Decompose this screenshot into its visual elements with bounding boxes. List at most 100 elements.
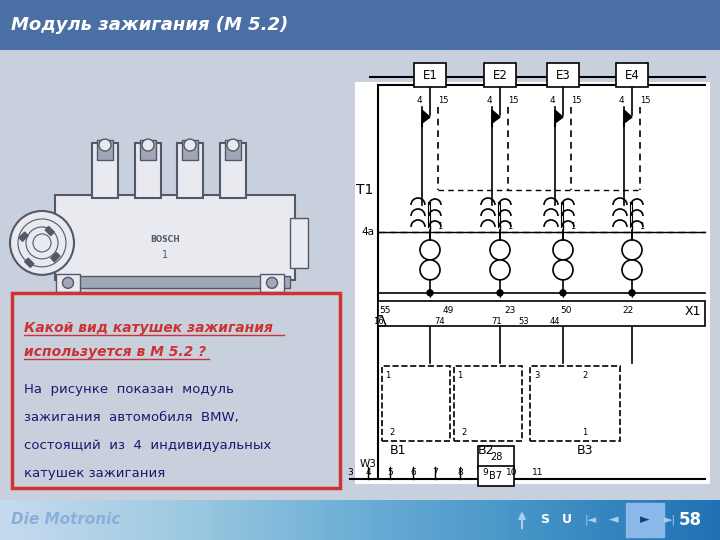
Circle shape bbox=[622, 260, 642, 280]
Text: 4: 4 bbox=[549, 96, 555, 105]
Bar bbox=[92, 143, 118, 198]
Text: 4: 4 bbox=[416, 96, 422, 105]
Text: 2: 2 bbox=[582, 371, 588, 380]
Bar bbox=[97, 140, 113, 160]
Bar bbox=[616, 63, 648, 87]
Bar bbox=[382, 366, 450, 441]
Text: 4: 4 bbox=[365, 468, 371, 477]
Circle shape bbox=[420, 240, 440, 260]
Text: зажигания  автомобиля  BMW,: зажигания автомобиля BMW, bbox=[24, 410, 239, 424]
Text: 1: 1 bbox=[162, 250, 168, 260]
Text: 4: 4 bbox=[618, 96, 624, 105]
Bar bbox=[260, 274, 284, 292]
Text: Модуль зажигания (М 5.2): Модуль зажигания (М 5.2) bbox=[11, 16, 288, 34]
Text: 3: 3 bbox=[534, 371, 540, 380]
Text: 22: 22 bbox=[622, 306, 634, 315]
Text: 16: 16 bbox=[373, 318, 383, 326]
Text: 28: 28 bbox=[490, 451, 502, 462]
Bar bbox=[135, 143, 161, 198]
Text: 71: 71 bbox=[492, 318, 503, 326]
Text: 5: 5 bbox=[387, 468, 393, 477]
Text: 15: 15 bbox=[438, 96, 449, 105]
Bar bbox=[378, 301, 705, 326]
Text: X1: X1 bbox=[685, 305, 701, 318]
Bar bbox=[140, 140, 156, 160]
Text: 1: 1 bbox=[570, 222, 575, 232]
Polygon shape bbox=[624, 110, 632, 123]
Text: ►: ► bbox=[640, 513, 650, 526]
Text: 10: 10 bbox=[506, 468, 518, 477]
Circle shape bbox=[427, 290, 433, 296]
Text: 15: 15 bbox=[640, 96, 650, 105]
Text: 2: 2 bbox=[462, 428, 467, 437]
Bar bbox=[19, 232, 28, 241]
Text: 11: 11 bbox=[532, 468, 544, 477]
Text: ◄: ◄ bbox=[608, 513, 618, 526]
Polygon shape bbox=[492, 110, 500, 123]
Text: 23: 23 bbox=[504, 306, 516, 315]
Text: 1: 1 bbox=[457, 371, 463, 380]
Text: 8: 8 bbox=[457, 468, 463, 477]
Text: 9: 9 bbox=[482, 468, 488, 477]
Bar bbox=[530, 366, 620, 441]
Bar bbox=[478, 465, 514, 485]
Text: E3: E3 bbox=[556, 69, 570, 82]
Bar bbox=[220, 143, 246, 198]
Circle shape bbox=[227, 139, 239, 151]
Text: 44: 44 bbox=[550, 318, 560, 326]
Bar bbox=[225, 140, 241, 160]
Circle shape bbox=[184, 139, 196, 151]
Text: E1: E1 bbox=[423, 69, 438, 82]
Polygon shape bbox=[378, 316, 386, 326]
Bar bbox=[177, 143, 203, 198]
Bar bbox=[414, 63, 446, 87]
Text: 4a: 4a bbox=[361, 227, 374, 237]
Text: B3: B3 bbox=[577, 444, 593, 457]
Circle shape bbox=[497, 290, 503, 296]
Bar bbox=[478, 446, 514, 468]
Text: U: U bbox=[562, 513, 572, 526]
Circle shape bbox=[490, 260, 510, 280]
Text: S: S bbox=[540, 513, 549, 526]
Text: 15: 15 bbox=[508, 96, 518, 105]
Polygon shape bbox=[422, 110, 430, 123]
Text: 15: 15 bbox=[571, 96, 581, 105]
Circle shape bbox=[553, 260, 573, 280]
Circle shape bbox=[622, 240, 642, 260]
Bar bbox=[355, 82, 710, 483]
Text: 6: 6 bbox=[410, 468, 416, 477]
Bar bbox=[51, 253, 60, 262]
Text: 1: 1 bbox=[639, 222, 644, 232]
Text: Die Motronic: Die Motronic bbox=[11, 512, 120, 527]
Text: |◄: |◄ bbox=[585, 515, 596, 525]
Text: 58: 58 bbox=[679, 511, 702, 529]
Bar bbox=[60, 276, 290, 288]
Text: B2: B2 bbox=[478, 444, 494, 457]
Circle shape bbox=[10, 211, 74, 275]
Bar bbox=[12, 293, 340, 488]
Text: ►|: ►| bbox=[664, 515, 675, 525]
Text: 1: 1 bbox=[437, 222, 443, 232]
Text: Какой вид катушек зажигания: Какой вид катушек зажигания bbox=[24, 321, 273, 335]
Text: 1: 1 bbox=[508, 222, 513, 232]
Text: 53: 53 bbox=[518, 318, 529, 326]
Text: 50: 50 bbox=[560, 306, 572, 315]
Bar bbox=[45, 226, 54, 235]
Text: B7: B7 bbox=[490, 470, 503, 481]
Text: 3: 3 bbox=[347, 468, 353, 477]
Bar bbox=[24, 258, 34, 267]
Circle shape bbox=[560, 290, 566, 296]
Bar bbox=[484, 63, 516, 87]
Text: E4: E4 bbox=[624, 69, 639, 82]
Text: B1: B1 bbox=[390, 444, 406, 457]
Bar bbox=[454, 366, 522, 441]
Circle shape bbox=[63, 278, 73, 288]
Text: 7: 7 bbox=[432, 468, 438, 477]
Text: 4: 4 bbox=[486, 96, 492, 105]
Bar bbox=[182, 140, 198, 160]
Text: 55: 55 bbox=[379, 306, 391, 315]
Circle shape bbox=[553, 240, 573, 260]
Text: состоящий  из  4  индивидуальных: состоящий из 4 индивидуальных bbox=[24, 438, 271, 451]
Bar bbox=[547, 63, 579, 87]
Circle shape bbox=[629, 290, 635, 296]
